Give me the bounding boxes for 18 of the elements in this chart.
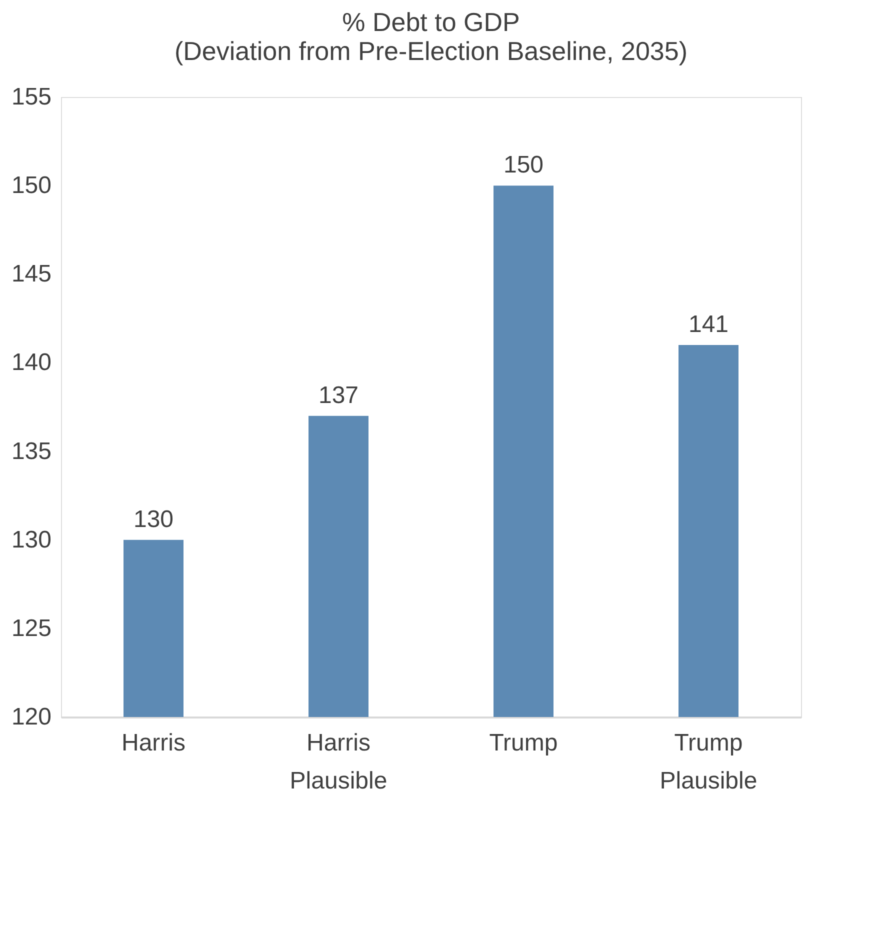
y-tick-label: 140 — [11, 349, 52, 376]
y-tick-label: 155 — [11, 84, 52, 110]
y-tick-label: 150 — [11, 172, 52, 200]
data-label: 150 — [503, 152, 544, 179]
x-tick-label: Harris — [122, 730, 186, 756]
y-tick-label: 135 — [11, 438, 52, 465]
y-tick-label: 130 — [11, 526, 52, 554]
chart-title: % Debt to GDP — [342, 7, 520, 37]
data-label: 130 — [133, 506, 174, 533]
chart-subtitle: (Deviation from Pre-Election Baseline, 2035) — [174, 36, 688, 66]
y-tick-label: 120 — [11, 704, 52, 730]
x-tick-label: Trump Plausible — [660, 730, 758, 794]
y-tick-label: 145 — [11, 260, 52, 288]
data-label: 137 — [318, 382, 359, 409]
x-tick-label: Harris Plausible — [290, 730, 388, 794]
x-tick-label: Trump — [489, 730, 558, 756]
data-label: 141 — [688, 311, 729, 338]
y-tick-label: 125 — [11, 614, 52, 642]
